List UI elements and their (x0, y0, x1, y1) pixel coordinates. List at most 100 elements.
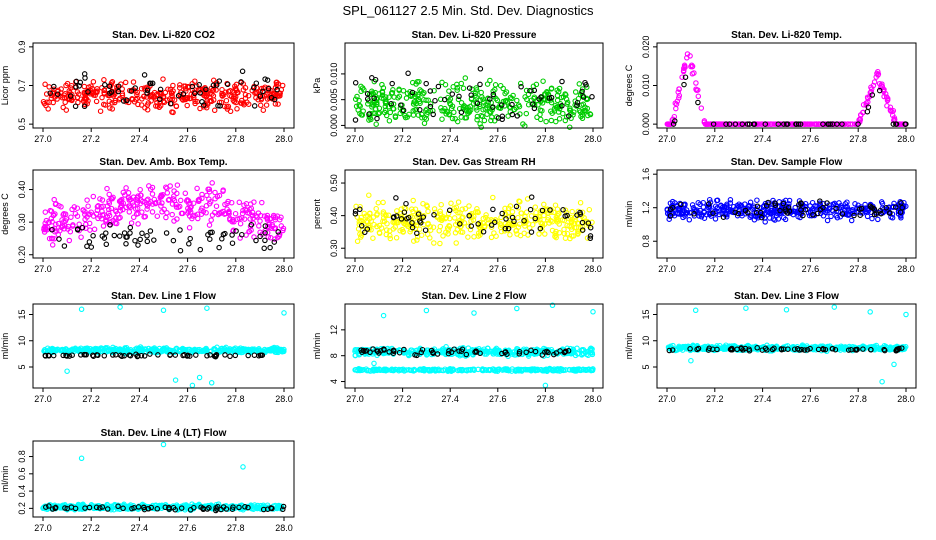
data-point (860, 102, 867, 108)
data-point (46, 84, 52, 90)
data-point (474, 113, 481, 120)
x-tick-label: 27.4 (754, 394, 772, 404)
data-point (385, 212, 392, 219)
data-point (90, 193, 97, 200)
data-point (256, 223, 262, 229)
data-point (667, 121, 674, 127)
data-point (101, 77, 107, 83)
data-point (87, 227, 93, 233)
y-axis-label: kPa (312, 78, 322, 94)
data-point (839, 211, 846, 217)
data-point (250, 85, 257, 91)
data-point (137, 236, 143, 243)
data-point (352, 80, 359, 86)
x-tick-label: 28.0 (897, 134, 915, 144)
data-point (440, 233, 446, 239)
data-point (559, 78, 565, 85)
data-point (270, 90, 277, 97)
data-point (171, 193, 177, 199)
data-point (533, 209, 539, 216)
data-point (453, 240, 459, 246)
data-point (177, 227, 183, 233)
data-point (44, 99, 50, 106)
data-point (40, 98, 47, 105)
data-point (427, 88, 434, 94)
data-point (371, 221, 377, 228)
data-point (532, 204, 539, 210)
x-tick-label: 27.8 (849, 264, 867, 274)
data-point (255, 210, 262, 216)
data-point (484, 81, 491, 87)
y-axis-label: percent (312, 198, 322, 229)
data-point (218, 209, 224, 216)
data-point (804, 121, 811, 127)
y-tick-label: 0.5 (17, 118, 27, 131)
x-tick-label: 27.8 (227, 134, 245, 144)
data-point (366, 113, 372, 119)
y-axis-label: ml/min (0, 333, 10, 360)
data-point (196, 198, 202, 204)
data-point (737, 203, 743, 209)
data-point (680, 67, 687, 74)
data-point (576, 81, 583, 87)
data-point (120, 206, 126, 213)
data-point (502, 211, 509, 217)
data-point (449, 91, 456, 97)
data-point (275, 101, 281, 107)
data-point (49, 242, 56, 248)
data-point (578, 113, 584, 120)
data-point (169, 93, 175, 99)
data-point (233, 228, 239, 234)
data-point (454, 118, 461, 125)
data-point (425, 208, 431, 215)
data-point (149, 80, 156, 87)
data-point (488, 224, 495, 230)
data-point (889, 211, 896, 217)
data-point (466, 203, 472, 209)
data-point (100, 223, 107, 229)
data-point (667, 213, 674, 219)
data-point (132, 85, 138, 91)
data-points (352, 192, 595, 247)
data-point (124, 97, 130, 104)
data-point (492, 82, 499, 88)
data-point (58, 86, 64, 92)
data-point (871, 206, 878, 212)
x-tick-label: 27.8 (849, 394, 867, 404)
data-point (187, 207, 193, 213)
data-point (354, 238, 361, 245)
data-point (852, 201, 858, 207)
data-point (239, 68, 246, 75)
y-tick-label: 0.40 (17, 181, 27, 199)
data-point (820, 121, 826, 127)
data-point (474, 116, 480, 123)
data-point (579, 227, 586, 233)
data-point (490, 206, 496, 213)
data-point (177, 82, 183, 88)
data-point (864, 108, 871, 115)
data-point (509, 209, 516, 215)
data-point (370, 235, 376, 241)
data-point (110, 194, 116, 201)
data-point (47, 90, 53, 96)
data-point (883, 94, 890, 100)
series-overlay (352, 194, 594, 242)
data-point (415, 211, 422, 217)
x-axis: 27.0 27.2 27.4 27.6 27.8 28.0 (34, 128, 293, 144)
data-point (103, 218, 109, 225)
x-tick-label: 27.2 (706, 394, 724, 404)
data-point (717, 121, 724, 127)
data-point (248, 222, 255, 228)
data-point (484, 104, 490, 111)
data-point (721, 121, 727, 127)
data-point (205, 231, 211, 238)
series-overlay (667, 198, 905, 221)
y-tick-label: 15 (17, 309, 27, 319)
data-point (890, 203, 896, 210)
data-point (112, 99, 118, 106)
data-point (399, 226, 405, 233)
data-point (186, 241, 192, 247)
data-point (505, 205, 512, 212)
